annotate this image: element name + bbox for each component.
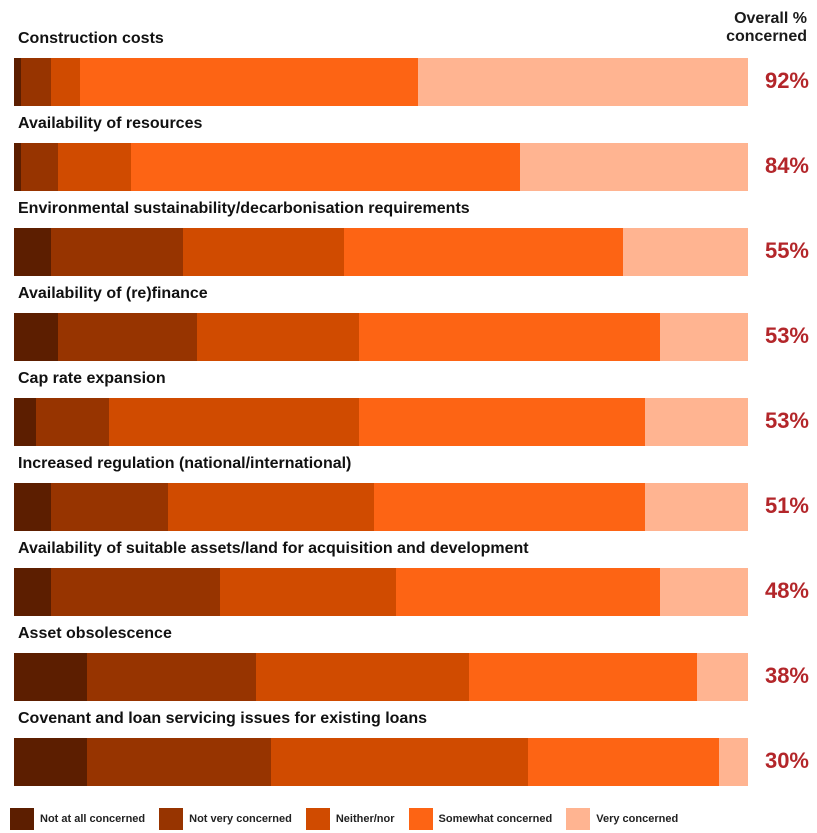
bar-segment <box>256 653 470 701</box>
bar-segment <box>14 568 51 616</box>
bar-segment <box>219 568 396 616</box>
bar-segment <box>358 398 646 446</box>
bar-segment <box>527 738 719 786</box>
bar-segment <box>623 228 748 276</box>
category-label: Availability of suitable assets/land for… <box>18 540 529 557</box>
bar-segment <box>58 313 198 361</box>
overall-percent-label: 84% <box>764 153 809 178</box>
legend-label: Very concerned <box>596 813 679 825</box>
bar-segment <box>659 313 748 361</box>
bar-segment <box>358 313 660 361</box>
category-label: Cap rate expansion <box>18 370 166 387</box>
bar-segment <box>645 483 748 531</box>
bar-segment <box>21 143 59 191</box>
bar-segment <box>80 58 418 106</box>
bar-segment <box>168 483 374 531</box>
overall-percent-label: 38% <box>764 663 809 688</box>
overall-percent-label: 55% <box>764 238 809 263</box>
bar-segment <box>197 313 359 361</box>
bar-segment <box>14 143 22 191</box>
bar-segment <box>14 228 51 276</box>
stacked-bar <box>14 58 748 106</box>
legend-label: Not very concerned <box>189 813 292 825</box>
bar-segment <box>87 738 271 786</box>
bar-segment <box>14 398 37 446</box>
bar-segment <box>645 398 748 446</box>
stacked-bar <box>14 738 748 786</box>
legend-label: Not at all concerned <box>40 813 146 825</box>
bar-segment <box>696 653 748 701</box>
category-label: Increased regulation (national/internati… <box>18 455 352 472</box>
bar-segment <box>50 568 220 616</box>
bar-segment <box>87 653 257 701</box>
bar-segment <box>14 738 88 786</box>
bar-segment <box>109 398 359 446</box>
bar-segment <box>520 143 748 191</box>
category-label: Construction costs <box>18 30 164 47</box>
bar-segment <box>417 58 748 106</box>
legend-swatch <box>566 808 591 830</box>
legend-label: Neither/nor <box>335 813 395 825</box>
bar-segment <box>50 58 81 106</box>
bar-segment <box>21 58 51 106</box>
bar-segment <box>14 313 59 361</box>
stacked-bar <box>14 143 748 191</box>
legend-swatch <box>159 808 184 830</box>
bar-segment <box>50 228 183 276</box>
bar-segment <box>36 398 110 446</box>
overall-percent-label: 30% <box>764 748 809 773</box>
overall-percent-label: 48% <box>764 578 809 603</box>
stacked-bar <box>14 313 748 361</box>
legend-label: Somewhat concerned <box>438 813 553 825</box>
legend-item: Not at all concerned <box>10 808 145 830</box>
bar-segment <box>373 483 646 531</box>
legend-swatch <box>10 808 34 830</box>
bar-segment <box>14 483 51 531</box>
bar-segment <box>131 143 521 191</box>
bar-segment <box>718 738 748 786</box>
stacked-bar <box>14 398 748 446</box>
legend-swatch <box>408 808 433 830</box>
stacked-bar <box>14 228 748 276</box>
category-label: Availability of resources <box>18 115 203 132</box>
bar-segment <box>270 738 528 786</box>
stacked-bar <box>14 653 748 701</box>
overall-percent-label: 51% <box>764 493 809 518</box>
legend-item: Somewhat concerned <box>408 808 553 830</box>
bar-segment <box>14 58 22 106</box>
bar-segment <box>395 568 660 616</box>
category-label: Availability of (re)finance <box>18 285 208 302</box>
overall-percent-label: 92% <box>764 68 809 93</box>
bar-segment <box>182 228 345 276</box>
bar-segment <box>469 653 697 701</box>
bar-segment <box>58 143 132 191</box>
stacked-bar <box>14 568 748 616</box>
bar-segment <box>50 483 169 531</box>
stacked-bar <box>14 483 748 531</box>
bar-segment <box>344 228 624 276</box>
overall-percent-label: 53% <box>764 323 809 348</box>
legend-item: Neither/nor <box>305 808 395 830</box>
bar-segment <box>14 653 88 701</box>
overall-percent-label: 53% <box>764 408 809 433</box>
bar-segment <box>659 568 748 616</box>
legend-item: Not very concerned <box>159 808 292 830</box>
category-label: Environmental sustainability/decarbonisa… <box>18 200 470 217</box>
legend: Not at all concerned Not very concerned Ne… <box>10 808 692 830</box>
category-label: Covenant and loan servicing issues for e… <box>18 710 427 727</box>
legend-item: Very concerned <box>566 808 678 830</box>
category-label: Asset obsolescence <box>18 625 172 642</box>
legend-swatch <box>305 808 330 830</box>
overall-column-header: Overall % concerned <box>726 10 807 45</box>
